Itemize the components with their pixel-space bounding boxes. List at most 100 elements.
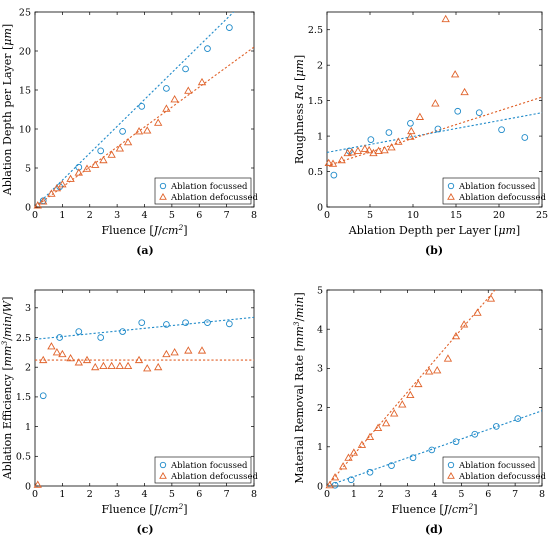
data-point-defocussed	[398, 400, 407, 408]
data-point-focussed	[56, 334, 63, 341]
y-tick-label: 4	[317, 325, 323, 336]
x-tick-label: 3	[114, 489, 120, 500]
y-tick-label: 15	[19, 85, 31, 96]
data-point-defocussed	[197, 346, 207, 354]
data-point-focussed	[388, 462, 395, 469]
data-point-defocussed	[134, 355, 144, 364]
data-point-defocussed	[91, 160, 100, 168]
data-point-defocussed	[460, 87, 469, 96]
data-point-defocussed	[364, 145, 374, 154]
legend-entry: Ablation focussed	[458, 461, 536, 471]
data-point-defocussed	[450, 70, 460, 78]
data-point-defocussed	[365, 432, 375, 440]
data-point-defocussed	[123, 361, 133, 370]
data-point-defocussed	[373, 423, 383, 431]
data-point-defocussed	[74, 358, 83, 366]
y-axis-label: Ablation Depth per Layer [μm]	[1, 24, 14, 196]
y-tick-label: 1	[317, 442, 323, 453]
data-point-focussed	[409, 454, 417, 462]
y-axis-label: Ablation Efficiency [mm3/min/W]	[0, 297, 14, 481]
data-point-focussed	[75, 328, 83, 335]
data-point-defocussed	[154, 362, 163, 371]
legend-marker-defocussed	[447, 471, 455, 479]
data-point-defocussed	[99, 155, 108, 164]
y-tick-label: 2	[25, 363, 31, 374]
x-tick-label: 4	[141, 489, 147, 500]
y-tick-label: 1.5	[308, 96, 323, 107]
x-axis-label: Ablation Depth per Layer [μm]	[348, 224, 520, 237]
legend-marker-defocussed	[159, 192, 167, 200]
data-point-focussed	[97, 147, 105, 155]
data-point-defocussed	[325, 480, 334, 489]
x-tick-label: 5	[367, 210, 373, 221]
x-tick-label: 6	[196, 210, 202, 221]
axes-frame	[326, 11, 543, 208]
data-point-defocussed	[441, 14, 450, 23]
data-point-defocussed	[451, 331, 461, 340]
data-point-defocussed	[347, 148, 357, 156]
x-tick-label: 0	[324, 210, 330, 221]
data-point-defocussed	[162, 104, 171, 112]
x-tick-label: 7	[224, 210, 230, 221]
x-tick-label: 3	[114, 210, 120, 221]
data-point-defocussed	[360, 144, 370, 152]
y-tick-label: 25	[19, 7, 31, 18]
data-point-defocussed	[414, 379, 423, 388]
data-point-defocussed	[380, 145, 389, 154]
data-point-focussed	[182, 65, 189, 73]
legend-marker-focussed	[447, 461, 455, 469]
data-point-focussed	[367, 136, 375, 143]
y-tick-label: 10	[19, 124, 31, 135]
data-point-focussed	[182, 319, 189, 327]
x-tick-label: 0	[324, 489, 330, 500]
y-tick-label: 2	[317, 403, 323, 414]
data-point-defocussed	[443, 354, 453, 362]
data-point-defocussed	[381, 418, 391, 427]
data-point-defocussed	[473, 308, 482, 316]
data-point-defocussed	[184, 86, 193, 94]
x-tick-label: 6	[485, 489, 491, 500]
data-point-focussed	[226, 24, 233, 31]
data-point-defocussed	[344, 453, 353, 461]
data-point-focussed	[475, 109, 483, 117]
x-tick-label: 3	[405, 489, 411, 500]
data-point-defocussed	[424, 367, 434, 375]
legend-marker-defocussed	[447, 192, 455, 200]
data-point-defocussed	[184, 346, 193, 354]
data-point-focussed	[471, 430, 479, 438]
data-point-focussed	[97, 334, 105, 341]
legend-entry: Ablation defocussed	[458, 193, 547, 203]
chart-panel-c: 0 1 2 3 4 5 6 7 8 0 0.5 1 1.5 2 2.5 3 Fluence [J/cm2] Abl…	[0, 289, 259, 536]
data-point-defocussed	[407, 126, 416, 135]
fit-line-defocussed	[327, 290, 496, 486]
data-point-focussed	[163, 321, 170, 328]
panel-label: (a)	[136, 244, 154, 257]
data-point-focussed	[498, 126, 505, 134]
data-point-defocussed	[107, 150, 116, 158]
fit-line-defocussed	[327, 96, 542, 167]
data-point-defocussed	[170, 95, 179, 103]
data-point-focussed	[514, 415, 522, 422]
x-tick-label: 0	[32, 210, 38, 221]
data-point-defocussed	[433, 366, 442, 374]
x-tick-label: 20	[493, 210, 505, 221]
x-tick-label: 8	[539, 489, 545, 500]
data-point-focussed	[492, 423, 500, 430]
data-point-defocussed	[387, 143, 396, 151]
data-point-focussed	[204, 45, 211, 53]
chart-panel-d: 0 1 2 3 4 5 6 7 8 0 1 2 3 4 5 Fluence [J/cm2] Material R…	[292, 285, 547, 536]
x-tick-label: 1	[59, 210, 65, 221]
legend-marker-defocussed	[159, 471, 167, 479]
legend-entry: Ablation defocussed	[170, 472, 259, 482]
data-point-defocussed	[52, 348, 62, 356]
x-tick-label: 8	[251, 210, 257, 221]
data-point-defocussed	[406, 390, 415, 399]
x-tick-label: 2	[87, 210, 93, 221]
data-point-focussed	[385, 129, 393, 136]
data-point-focussed	[434, 125, 442, 133]
x-axis-label: Fluence [J/cm2]	[101, 223, 187, 238]
data-point-defocussed	[337, 155, 346, 164]
x-tick-label: 7	[512, 489, 518, 500]
